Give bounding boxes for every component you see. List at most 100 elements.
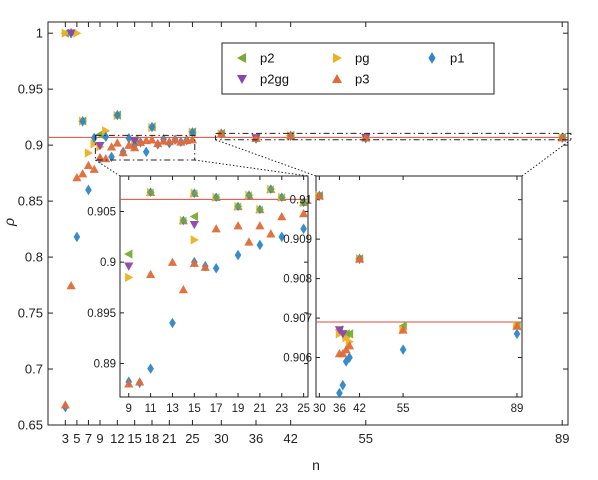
data-point-p2 bbox=[179, 216, 187, 225]
data-point-p3 bbox=[189, 258, 199, 267]
y-axis-label: ρ bbox=[1, 218, 17, 227]
inset-series-overlap bbox=[146, 184, 309, 226]
zoom-box-left bbox=[94, 134, 196, 161]
inset-x-tick-label: 36 bbox=[333, 403, 346, 415]
inset-x-tick-label: 15 bbox=[188, 403, 201, 415]
inset-x-tick-label: 25 bbox=[297, 403, 310, 415]
data-point-p2 bbox=[212, 193, 220, 202]
inset-frame bbox=[119, 175, 309, 398]
data-point-p1 bbox=[85, 184, 92, 196]
data-point-p1 bbox=[513, 328, 521, 340]
data-point-p1 bbox=[142, 146, 150, 158]
data-point-p3 bbox=[147, 135, 157, 144]
y-tick-label: 0.9 bbox=[25, 138, 43, 153]
data-point-p2 bbox=[255, 205, 264, 214]
data-point-p3 bbox=[124, 140, 134, 149]
inset-y-tick-label: 0.909 bbox=[283, 234, 312, 246]
data-point-p3 bbox=[66, 281, 76, 290]
data-point-pg bbox=[84, 148, 94, 158]
x-tick-label: 89 bbox=[555, 431, 569, 446]
data-point-pg bbox=[125, 272, 134, 282]
data-point-p3 bbox=[124, 379, 134, 388]
legend-marker-p2 bbox=[237, 53, 246, 63]
data-point-p3 bbox=[361, 133, 371, 142]
legend-entry-pg: pg bbox=[333, 51, 369, 66]
data-point-p1 bbox=[234, 249, 242, 261]
legend-label-p2: p2 bbox=[260, 51, 274, 66]
x-tick-label: 21 bbox=[162, 431, 176, 446]
legend: p2 pg p1 p2gg p3 bbox=[221, 42, 495, 95]
data-point-p3 bbox=[557, 132, 567, 142]
legend-box bbox=[221, 42, 495, 95]
data-point-p1 bbox=[278, 231, 286, 243]
data-point-p1 bbox=[300, 223, 307, 235]
data-point-p3 bbox=[153, 138, 163, 148]
data-point-p3 bbox=[187, 135, 198, 144]
zoom-connector bbox=[95, 159, 121, 177]
data-point-pg bbox=[102, 126, 111, 136]
data-point-p3 bbox=[512, 321, 522, 330]
data-point-p3 bbox=[277, 211, 287, 221]
inset-series-p2gg bbox=[124, 220, 199, 271]
data-point-p2 bbox=[277, 193, 285, 202]
data-point-p2 bbox=[146, 188, 154, 197]
data-point-p3 bbox=[146, 269, 156, 279]
data-point-pg bbox=[61, 28, 70, 38]
x-tick-label: 15 bbox=[127, 431, 141, 446]
data-point-p2gg bbox=[130, 137, 140, 146]
zoom-connector bbox=[194, 159, 309, 177]
inset-x-tick-label: 11 bbox=[145, 403, 157, 415]
data-point-p3 bbox=[244, 237, 254, 246]
data-point-pg bbox=[90, 139, 99, 149]
inset-x-tick-label: 89 bbox=[511, 403, 524, 415]
data-point-p1 bbox=[256, 239, 264, 251]
data-point-p2 bbox=[299, 198, 307, 207]
y-tick-label: 0.75 bbox=[18, 306, 43, 321]
inset-y-tick-label: 0.906 bbox=[283, 353, 312, 365]
inset-x-tick-label: 17 bbox=[210, 403, 223, 415]
data-point-p2 bbox=[95, 129, 104, 140]
data-point-pg bbox=[73, 28, 82, 38]
data-point-p2 bbox=[234, 202, 242, 211]
inset-series-p3 bbox=[314, 191, 522, 358]
inset-y-tick-label: 0.905 bbox=[87, 206, 116, 218]
y-tick-label: 0.95 bbox=[18, 82, 43, 97]
data-point-p1 bbox=[148, 121, 156, 133]
data-point-p2 bbox=[189, 211, 199, 222]
legend-entry-p3: p3 bbox=[332, 72, 369, 87]
data-point-p3 bbox=[299, 208, 309, 218]
data-point-p2gg bbox=[338, 330, 348, 339]
inset-x-tick-label: 55 bbox=[397, 403, 410, 415]
data-point-p3 bbox=[130, 143, 140, 152]
y-tick-label: 0.85 bbox=[18, 194, 43, 209]
data-point-p3 bbox=[95, 152, 105, 162]
inset-series-p2gg bbox=[334, 326, 348, 339]
data-point-p1 bbox=[102, 131, 110, 143]
data-point-p3 bbox=[178, 284, 188, 294]
data-point-p3 bbox=[354, 254, 365, 263]
data-point-p2 bbox=[266, 185, 275, 194]
data-point-p3 bbox=[167, 257, 178, 266]
inset-y-tick-label: 0.895 bbox=[87, 308, 116, 320]
data-point-p1 bbox=[114, 109, 121, 121]
data-point-p3 bbox=[200, 262, 210, 271]
data-point-p1 bbox=[79, 116, 86, 127]
data-point-p1 bbox=[147, 363, 154, 374]
x-tick-label: 18 bbox=[145, 431, 159, 446]
data-point-p2gg bbox=[95, 142, 105, 151]
data-point-p3 bbox=[211, 224, 221, 233]
x-tick-label: 5 bbox=[73, 431, 80, 446]
data-point-p3 bbox=[344, 341, 355, 350]
data-point-p3 bbox=[135, 377, 145, 386]
data-point-p1 bbox=[339, 379, 347, 391]
x-tick-label: 7 bbox=[85, 431, 92, 446]
data-point-p1 bbox=[90, 132, 98, 144]
inset-y-tick-label: 0.89 bbox=[94, 359, 116, 371]
inset-x-tick-label: 13 bbox=[166, 403, 179, 415]
legend-entry-p1: p1 bbox=[428, 51, 464, 66]
inset-x-tick-label: 30 bbox=[313, 403, 326, 415]
data-point-p2 bbox=[190, 189, 198, 198]
data-point-p1 bbox=[399, 344, 407, 355]
data-point-p3 bbox=[398, 325, 408, 334]
